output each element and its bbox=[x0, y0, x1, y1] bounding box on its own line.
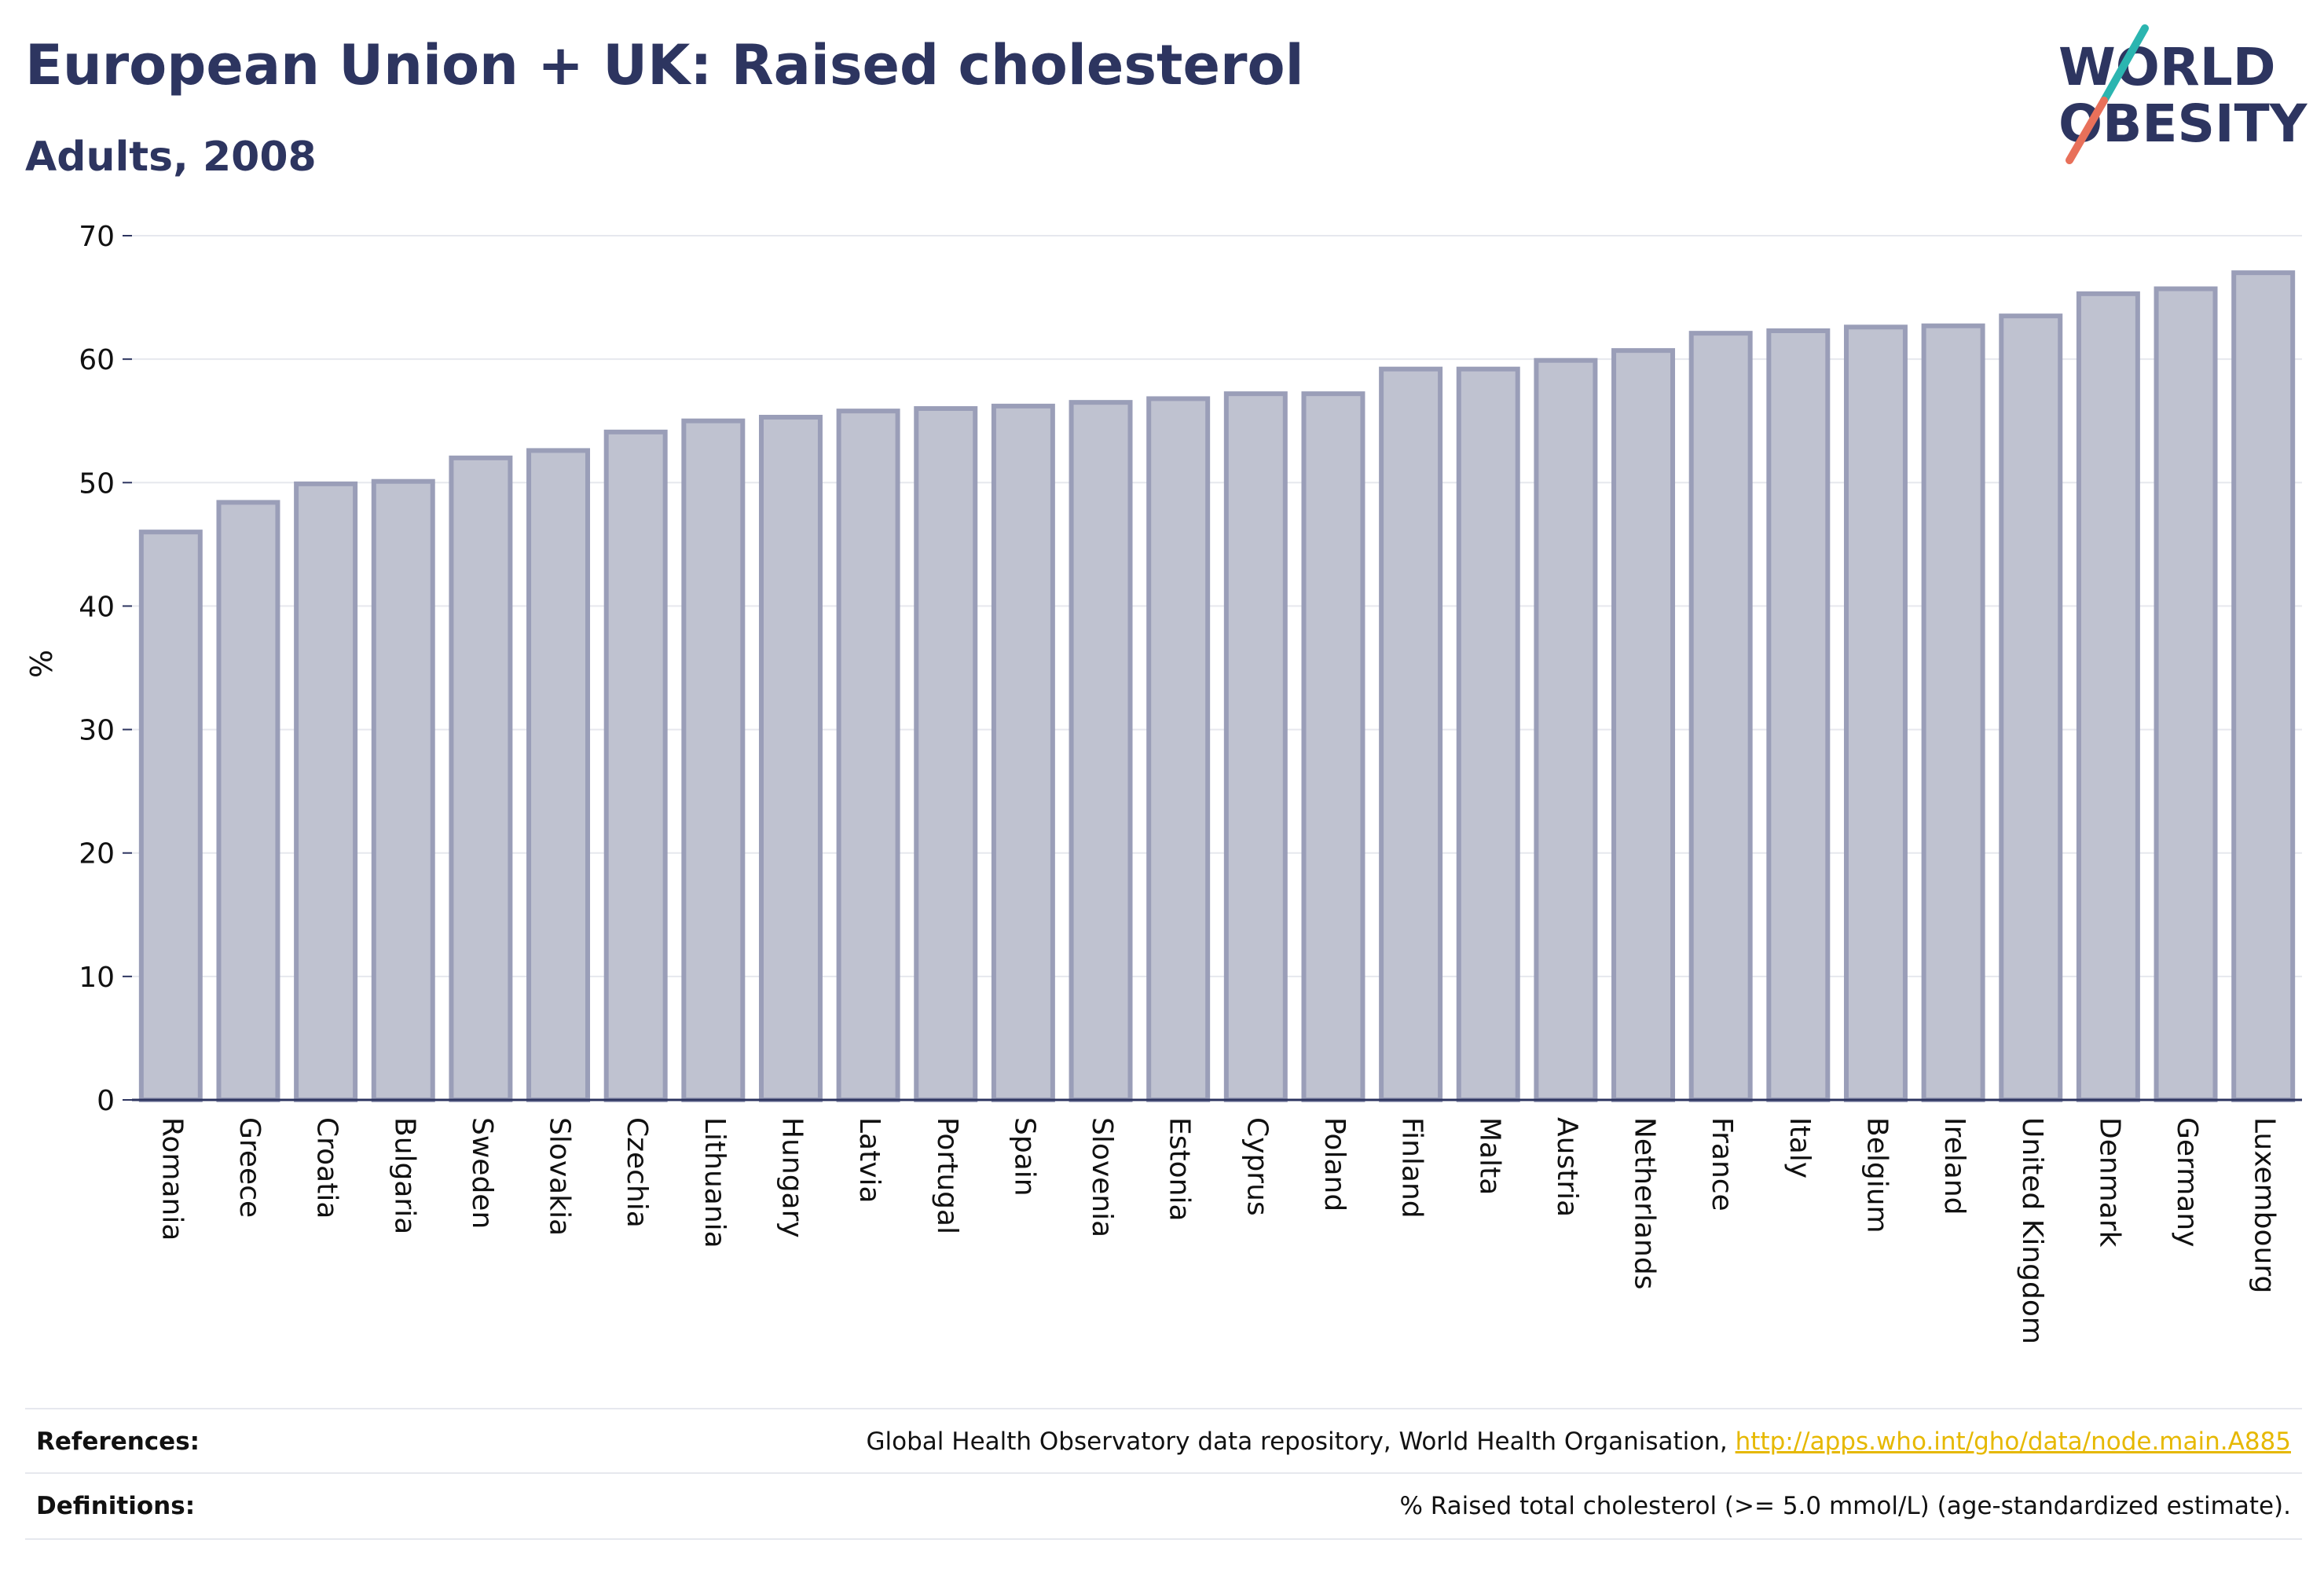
bar bbox=[1611, 348, 1676, 1102]
y-tick-label: 20 bbox=[79, 838, 115, 870]
x-tick-label: Croatia bbox=[311, 1117, 343, 1219]
bar bbox=[371, 478, 435, 1102]
x-tick-label: Slovakia bbox=[544, 1117, 576, 1236]
bar bbox=[681, 418, 746, 1102]
bar-chart: 0 10 20 30 40 50 60 70 Romania Greece Croatia Bulga… bbox=[24, 221, 2302, 1344]
bar bbox=[1999, 313, 2063, 1102]
chart-subtitle: Adults, 2008 bbox=[25, 134, 317, 181]
definitions-row: Definitions: % Raised total cholesterol … bbox=[25, 1472, 2302, 1540]
x-tick-label: Portugal bbox=[931, 1117, 963, 1234]
logo-slash-top bbox=[2100, 24, 2149, 104]
y-tick-label: 10 bbox=[79, 962, 115, 994]
x-tick-label: Italy bbox=[1783, 1117, 1816, 1178]
bar bbox=[991, 403, 1055, 1102]
bar bbox=[1379, 366, 1443, 1102]
x-tick-label: France bbox=[1706, 1117, 1738, 1211]
definitions-text: % Raised total cholesterol (>= 5.0 mmol/… bbox=[1399, 1492, 2291, 1520]
bar bbox=[2154, 286, 2218, 1103]
references-value: Global Health Observatory data repositor… bbox=[867, 1428, 2302, 1456]
x-tick-label: Cyprus bbox=[1241, 1117, 1273, 1216]
x-tick-label: Netherlands bbox=[1629, 1117, 1661, 1289]
x-tick-label: Sweden bbox=[466, 1117, 498, 1229]
x-tick-label: Germany bbox=[2171, 1117, 2203, 1247]
y-tick-label: 70 bbox=[79, 221, 115, 253]
y-tick-label: 60 bbox=[79, 344, 115, 376]
x-tick-label: Hungary bbox=[775, 1117, 808, 1238]
bar bbox=[1069, 400, 1133, 1102]
x-tick-label: Belgium bbox=[1860, 1117, 1893, 1233]
bar bbox=[758, 415, 823, 1102]
bar bbox=[216, 500, 280, 1102]
y-tick-label: 30 bbox=[79, 715, 115, 747]
y-tick-label: 50 bbox=[79, 467, 115, 500]
chart-title: European Union + UK: Raised cholesterol bbox=[25, 33, 1304, 97]
bar bbox=[914, 406, 978, 1102]
x-tick-label: Slovenia bbox=[1086, 1117, 1118, 1237]
logo-line-1: WORLD bbox=[2058, 37, 2276, 97]
x-tick-label: Lithuania bbox=[698, 1117, 731, 1248]
y-tick-label: 0 bbox=[97, 1085, 115, 1117]
bar bbox=[1766, 328, 1831, 1102]
bar bbox=[1534, 357, 1598, 1102]
x-tick-label: Poland bbox=[1318, 1117, 1351, 1211]
x-tick-label: Denmark bbox=[2093, 1117, 2125, 1248]
bar bbox=[2231, 270, 2296, 1103]
x-tick-label: Greece bbox=[233, 1117, 266, 1218]
logo-slash-bottom bbox=[2066, 97, 2108, 164]
bar bbox=[1843, 324, 1908, 1102]
x-tick-label: United Kingdom bbox=[2016, 1117, 2048, 1344]
x-tick-label: Ireland bbox=[1938, 1117, 1970, 1215]
x-tick-label: Latvia bbox=[853, 1117, 885, 1204]
bar bbox=[1301, 391, 1365, 1102]
bar bbox=[1688, 331, 1753, 1102]
world-obesity-logo: WORLD OBESITY bbox=[2058, 24, 2308, 164]
bar bbox=[836, 409, 900, 1102]
x-tick-label: Luxembourg bbox=[2249, 1117, 2281, 1293]
x-tick-label: Malta bbox=[1473, 1117, 1505, 1195]
x-tick-label: Spain bbox=[1008, 1117, 1040, 1197]
definitions-label: Definitions: bbox=[36, 1492, 196, 1520]
x-tick-label: Romania bbox=[156, 1117, 188, 1241]
x-tick-label: Czechia bbox=[621, 1117, 653, 1228]
bar bbox=[1921, 323, 1985, 1102]
x-tick-label: Estonia bbox=[1164, 1117, 1196, 1222]
references-link[interactable]: http://apps.who.int/gho/data/node.main.A… bbox=[1735, 1428, 2291, 1456]
x-tick-label: Bulgaria bbox=[388, 1117, 420, 1234]
tick-labels: 0 10 20 30 40 50 60 70 Romania Greece Croatia Bulga… bbox=[79, 221, 2280, 1344]
bar bbox=[526, 448, 591, 1102]
x-tick-label: Finland bbox=[1396, 1117, 1428, 1219]
bar bbox=[603, 429, 668, 1102]
references-text: Global Health Observatory data repositor… bbox=[866, 1428, 1736, 1456]
bar bbox=[2076, 291, 2140, 1102]
y-axis-label: % bbox=[24, 650, 59, 678]
y-tick-label: 40 bbox=[79, 591, 115, 623]
bar bbox=[1223, 391, 1288, 1102]
x-tick-label: Austria bbox=[1551, 1117, 1583, 1217]
bar bbox=[449, 455, 513, 1102]
references-label: References: bbox=[36, 1428, 200, 1456]
bar bbox=[294, 481, 358, 1102]
bar bbox=[1456, 366, 1520, 1102]
bar bbox=[1146, 396, 1211, 1102]
references-row: References: Global Health Observatory da… bbox=[25, 1408, 2302, 1474]
bar bbox=[138, 530, 203, 1102]
